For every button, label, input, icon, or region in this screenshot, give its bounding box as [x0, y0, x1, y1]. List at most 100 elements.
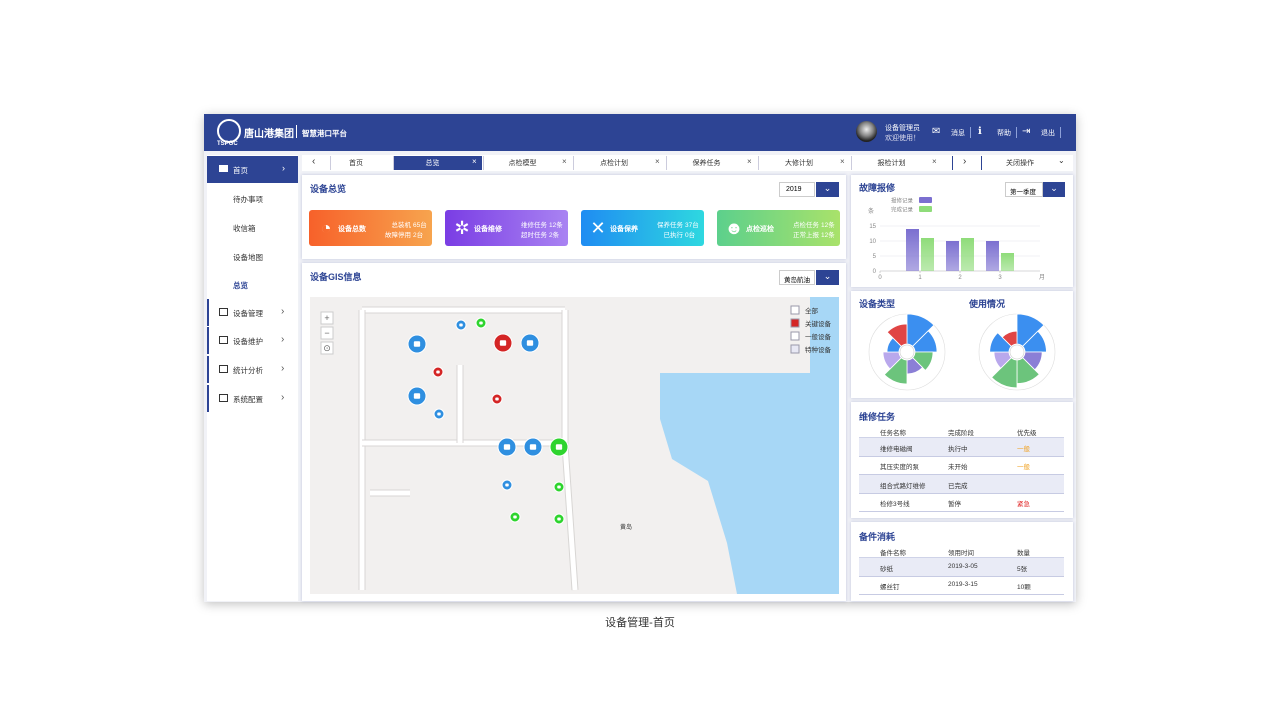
rose-sector	[1001, 330, 1018, 347]
nav-group[interactable]: 统计分析	[233, 366, 263, 375]
table-cell: 螺丝钉	[880, 584, 900, 592]
chevron: ›	[281, 392, 285, 403]
card-label: 总装机	[391, 222, 412, 229]
avatar[interactable]	[856, 121, 877, 142]
table-row[interactable]	[859, 438, 1064, 457]
tab[interactable]	[666, 156, 757, 170]
select-button[interactable]: ⌄	[816, 270, 839, 285]
tab-close[interactable]: ×	[655, 157, 660, 166]
card-label: 保养任务	[657, 222, 683, 229]
zoom-control[interactable]	[320, 326, 334, 340]
stat-card[interactable]	[445, 210, 568, 246]
card-icon: ◔	[320, 218, 332, 238]
card-title: 点检巡检	[746, 226, 774, 233]
bar	[961, 238, 974, 271]
tab-next[interactable]: ›	[963, 156, 967, 167]
header-icon[interactable]: ✉	[932, 126, 941, 137]
nav-sub-item[interactable]: 待办事项	[233, 195, 263, 204]
select-button[interactable]: ⌄	[1043, 182, 1065, 197]
card-title: 设备总数	[338, 226, 366, 233]
table-cell: 一般	[1017, 445, 1030, 453]
tab[interactable]	[330, 156, 392, 170]
tab-label[interactable]: 总览	[425, 160, 440, 167]
tab-label[interactable]: 首页	[349, 160, 363, 167]
x-axis-label: 月	[1039, 274, 1045, 281]
tab-close[interactable]: ×	[932, 157, 937, 166]
nav-label[interactable]: 首页	[233, 166, 248, 175]
panel-title: 维修任务	[859, 412, 896, 422]
nav-group[interactable]: 设备维护	[233, 337, 263, 346]
device-glyph	[436, 370, 440, 374]
nav-sub-item[interactable]: 设备地图	[233, 253, 263, 262]
y-tick-label: 0	[873, 269, 877, 275]
header-action[interactable]: 退出	[1041, 130, 1055, 137]
header-action[interactable]: 消息	[951, 130, 965, 137]
device-glyph	[413, 341, 421, 347]
year-select[interactable]: 2019	[779, 182, 815, 197]
chevron: ›	[282, 163, 285, 173]
tab-close[interactable]: ×	[747, 157, 752, 166]
user-role: 设备管理员	[885, 125, 920, 132]
legend-checkbox[interactable]	[790, 318, 800, 328]
legend-label: 完成记录	[891, 206, 914, 214]
tab-label[interactable]: 点检模型	[508, 160, 537, 167]
divider	[970, 127, 971, 138]
place-label: 黄岛	[620, 523, 632, 531]
device-glyph	[513, 515, 517, 519]
card-label: 维修任务	[521, 222, 547, 229]
tab-label[interactable]: 点检计划	[600, 160, 628, 167]
nav-group[interactable]: 设备管理	[233, 309, 263, 318]
tab[interactable]	[573, 156, 665, 170]
select-button[interactable]: ⌄	[816, 182, 839, 197]
close-menu[interactable]: 关闭操作	[1006, 160, 1034, 167]
header-icon[interactable]: ℹ	[978, 126, 982, 137]
panel-title: 设备总览	[310, 184, 347, 194]
zoom-control[interactable]	[320, 341, 334, 355]
rose-sector	[882, 351, 902, 370]
nav-group[interactable]: 系统配置	[233, 395, 263, 404]
stat-card[interactable]	[581, 210, 704, 246]
rose-hole	[1009, 344, 1025, 360]
y-tick-label: 15	[869, 224, 876, 230]
tab-close[interactable]: ×	[562, 157, 567, 166]
nav-sub-item[interactable]: 总览	[233, 281, 248, 290]
panel-title: 使用情况	[969, 299, 1006, 309]
table-row[interactable]	[859, 457, 1064, 475]
stat-card[interactable]	[309, 210, 432, 246]
zoom-symbol: ⊙	[323, 343, 331, 353]
tab-close[interactable]: ×	[840, 157, 845, 166]
table-row[interactable]	[859, 577, 1064, 595]
tab-bar	[302, 155, 1073, 171]
device-glyph	[503, 444, 511, 450]
period-select[interactable]: 第一季度	[1005, 182, 1043, 197]
table-row[interactable]	[859, 558, 1064, 577]
x-tick-label: 0	[878, 275, 882, 281]
zoom-control[interactable]	[320, 311, 334, 325]
divider	[1060, 127, 1061, 138]
water	[660, 297, 839, 594]
table-row[interactable]	[859, 475, 1064, 494]
tab[interactable]	[483, 156, 572, 170]
tab[interactable]	[851, 156, 942, 170]
table-cell: 2019-3-15	[948, 581, 978, 589]
legend-checkbox[interactable]	[790, 344, 800, 354]
tab[interactable]	[393, 156, 482, 170]
tab-label[interactable]: 报检计划	[877, 160, 906, 167]
tab-label[interactable]: 保养任务	[692, 160, 721, 167]
legend-checkbox[interactable]	[790, 331, 800, 341]
caption: 设备管理-首页	[605, 617, 675, 629]
tab-close[interactable]: ×	[472, 157, 477, 166]
tab-prev[interactable]: ‹	[312, 156, 316, 167]
device-glyph	[555, 444, 563, 450]
rose-sector	[989, 332, 1012, 353]
stat-card[interactable]	[717, 210, 840, 246]
device-glyph	[495, 397, 499, 401]
nav-sub-item[interactable]: 收信箱	[233, 224, 256, 233]
legend-checkbox[interactable]	[790, 305, 800, 315]
table-row[interactable]	[859, 494, 1064, 512]
tab-label[interactable]: 大修计划	[785, 160, 813, 167]
tab[interactable]	[758, 156, 850, 170]
header-icon[interactable]: ⇥	[1022, 126, 1031, 137]
header-action[interactable]: 帮助	[997, 130, 1011, 137]
area-select[interactable]: 黄岛航油	[779, 270, 815, 285]
